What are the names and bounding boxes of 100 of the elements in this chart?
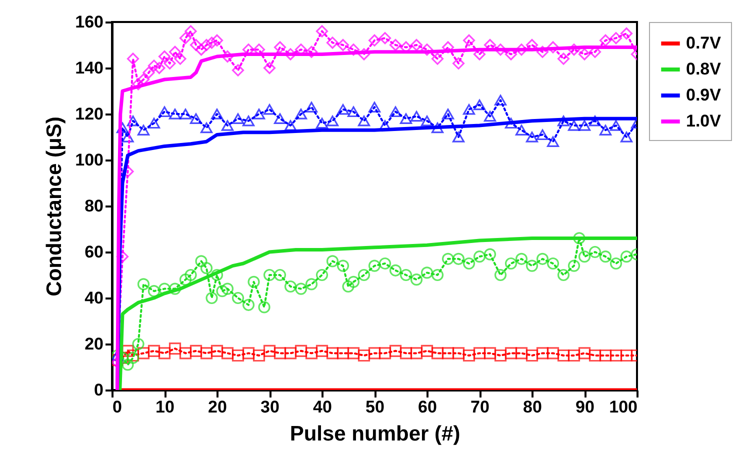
x-tick-label: 100 <box>609 398 638 416</box>
point <box>568 349 580 362</box>
point <box>494 44 507 56</box>
point <box>284 120 297 131</box>
point <box>336 260 350 272</box>
point <box>316 118 328 129</box>
point <box>536 347 549 360</box>
x-tick-label: 90 <box>576 398 594 416</box>
point <box>336 104 350 115</box>
point <box>200 262 213 274</box>
point <box>132 338 144 350</box>
point <box>599 34 612 46</box>
point <box>610 120 622 131</box>
point <box>210 108 224 120</box>
point <box>116 122 129 134</box>
point <box>431 347 444 360</box>
point <box>410 38 423 52</box>
point <box>389 344 402 357</box>
point <box>242 116 255 126</box>
point <box>526 349 538 362</box>
point <box>610 349 622 362</box>
point <box>462 349 476 362</box>
point <box>206 292 218 304</box>
point <box>210 344 224 357</box>
point <box>578 347 591 360</box>
point <box>573 232 586 244</box>
point <box>578 250 591 263</box>
point <box>190 38 202 52</box>
point <box>168 342 182 355</box>
point <box>206 36 218 49</box>
point <box>504 118 518 129</box>
point <box>242 298 255 311</box>
point <box>442 108 454 120</box>
point <box>504 347 518 360</box>
point <box>462 104 476 115</box>
point <box>452 252 465 265</box>
point <box>284 280 297 293</box>
point <box>494 349 507 362</box>
point <box>336 347 350 360</box>
point <box>620 132 633 142</box>
point <box>484 248 496 260</box>
point <box>263 344 276 357</box>
point <box>494 268 507 282</box>
point <box>126 116 140 126</box>
point <box>274 347 286 360</box>
point <box>557 349 570 362</box>
point <box>232 292 244 304</box>
point <box>442 41 454 54</box>
point <box>610 257 622 270</box>
x-tick-label: 70 <box>470 398 490 416</box>
point <box>368 102 381 112</box>
point <box>515 44 528 56</box>
point <box>342 280 354 293</box>
x-tick-label: 40 <box>313 398 332 416</box>
point <box>168 46 182 58</box>
point <box>158 50 171 63</box>
point <box>174 52 186 65</box>
point <box>442 347 454 360</box>
x-tick-label: 50 <box>366 398 384 416</box>
point <box>515 347 528 360</box>
point <box>462 257 476 270</box>
point <box>336 38 350 52</box>
point <box>126 52 140 65</box>
point <box>210 34 224 46</box>
point <box>305 46 318 58</box>
point <box>148 118 160 129</box>
point <box>504 257 518 270</box>
point <box>316 25 328 38</box>
point <box>158 282 171 295</box>
point <box>316 268 328 282</box>
point <box>410 347 423 360</box>
point <box>137 347 150 360</box>
point <box>184 25 197 38</box>
point <box>568 120 580 131</box>
point <box>400 347 412 360</box>
point <box>473 250 486 263</box>
point <box>420 44 434 56</box>
point <box>473 99 486 110</box>
point <box>452 57 465 70</box>
point <box>368 347 381 360</box>
point <box>389 38 402 52</box>
point <box>400 113 412 124</box>
point <box>536 252 549 265</box>
point <box>536 129 549 140</box>
point <box>484 110 496 122</box>
point <box>420 266 434 279</box>
point <box>546 41 560 54</box>
point <box>200 38 213 52</box>
point <box>232 64 244 76</box>
point <box>358 268 370 282</box>
point <box>164 57 176 70</box>
point <box>378 257 392 270</box>
point <box>389 264 402 276</box>
y-tick-label: 140 <box>75 58 104 78</box>
point <box>368 34 381 46</box>
point <box>274 113 286 124</box>
point <box>221 347 234 360</box>
point <box>195 44 208 56</box>
point <box>294 282 308 295</box>
point <box>546 136 560 147</box>
